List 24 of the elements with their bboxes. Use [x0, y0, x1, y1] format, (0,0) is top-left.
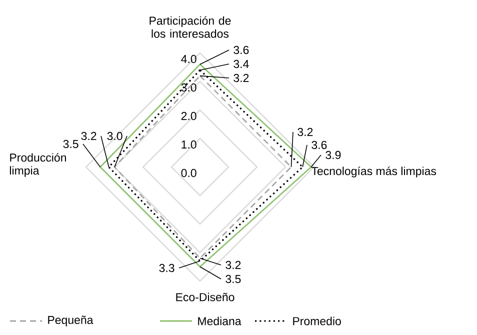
y-tick-label: 3.0: [181, 83, 196, 92]
data-label: 3.6: [312, 140, 327, 150]
legend-label: Pequeña: [48, 316, 94, 326]
data-label: 3.2: [234, 74, 249, 82]
data-label: 3.9: [326, 150, 341, 160]
spoke-label: Eco-Diseño: [176, 292, 234, 302]
data-label: 3.0: [107, 132, 122, 140]
data-label: 3.5: [63, 140, 78, 148]
legend-label: Promedio: [293, 316, 341, 326]
data-label: 3.2: [298, 128, 313, 136]
legend-label: Mediana: [198, 316, 242, 326]
y-tick-label: 2.0: [181, 112, 196, 120]
spoke-label: Participación de los interesados: [150, 16, 231, 38]
data-label: 3.2: [226, 260, 241, 270]
spoke-label: Producción limpia: [10, 153, 66, 177]
data-label: 3.4: [234, 60, 249, 68]
data-label: 3.3: [159, 264, 174, 272]
data-label: 3.5: [226, 274, 241, 284]
y-tick-label: 1.0: [182, 140, 196, 149]
spoke-label: Tecnologías más limpias: [311, 166, 436, 178]
y-tick-label: 4.0: [181, 54, 196, 64]
data-label: 3.6: [234, 46, 249, 54]
y-tick-label: 0.0: [181, 168, 196, 178]
data-label: 3.2: [81, 132, 96, 140]
